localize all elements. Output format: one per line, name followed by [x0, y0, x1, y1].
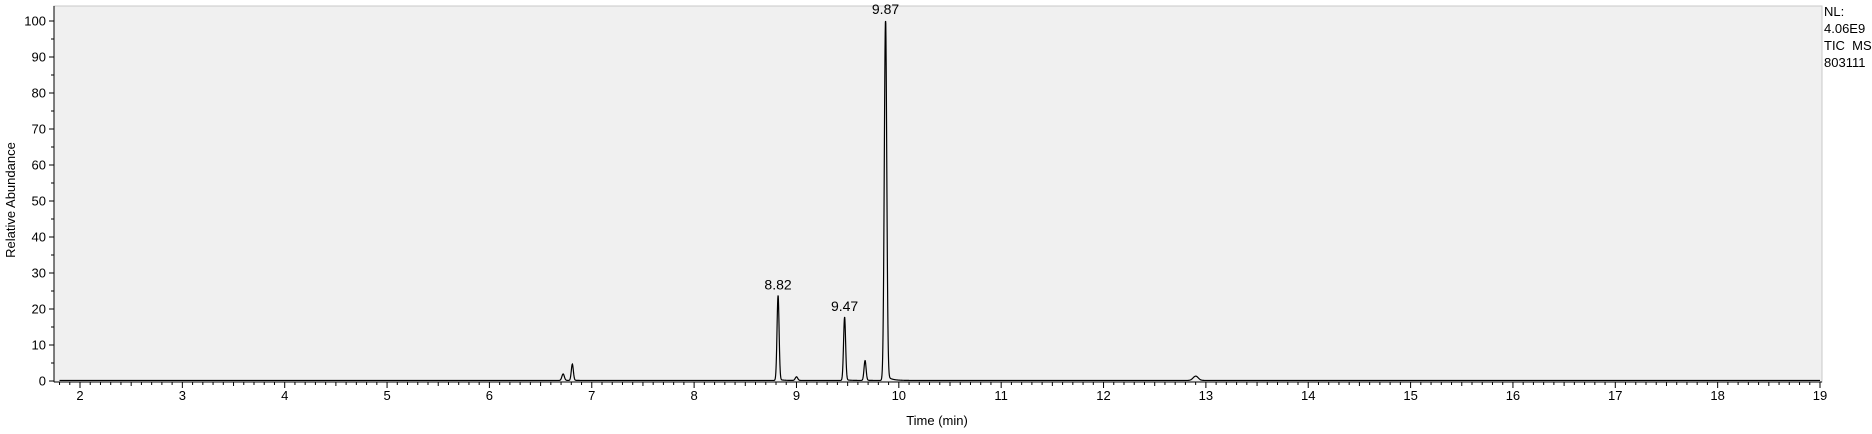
x-tick-label: 19 — [1813, 388, 1827, 403]
x-tick-label: 7 — [588, 388, 595, 403]
x-tick-label: 2 — [76, 388, 83, 403]
x-tick-label: 8 — [691, 388, 698, 403]
y-tick-label: 0 — [39, 374, 46, 389]
tic-trace-line — [59, 20, 1820, 382]
x-tick-label: 13 — [1199, 388, 1213, 403]
trace-type-label: TIC MS — [1824, 38, 1872, 53]
x-tick-label: 18 — [1710, 388, 1724, 403]
y-tick-label: 60 — [32, 158, 46, 173]
x-axis-title: Time (min) — [906, 413, 968, 428]
x-tick-label: 10 — [892, 388, 906, 403]
plot-area — [53, 5, 1823, 383]
y-tick-label: 40 — [32, 230, 46, 245]
x-tick-label: 11 — [994, 388, 1008, 403]
info-panel: NL: 4.06E9 TIC MS 803111 — [1824, 3, 1872, 71]
y-tick-label: 50 — [32, 194, 46, 209]
y-tick-label: 90 — [32, 50, 46, 65]
y-tick-label: 30 — [32, 266, 46, 281]
x-tick-label: 14 — [1301, 388, 1315, 403]
y-axis-ticks: 0 10 20 30 40 50 60 70 80 90 100 — [24, 14, 54, 389]
x-tick-label: 4 — [281, 388, 288, 403]
peak-label-8-82: 8.82 — [764, 276, 791, 292]
nl-label: NL: — [1824, 4, 1845, 19]
peak-label-9-47: 9.47 — [831, 298, 858, 314]
y-axis-title: Relative Abundance — [3, 142, 18, 258]
x-tick-label: 17 — [1608, 388, 1622, 403]
x-axis-ticks: 2 3 4 5 6 7 8 9 10 11 12 13 14 15 16 17 18 19 — [59, 382, 1827, 403]
y-tick-label: 80 — [32, 86, 46, 101]
nl-value: 4.06E9 — [1824, 21, 1866, 36]
x-tick-label: 9 — [793, 388, 800, 403]
peak-labels: 8.82 9.47 9.87 — [764, 1, 899, 314]
peak-label-9-87: 9.87 — [872, 1, 899, 17]
x-tick-label: 12 — [1096, 388, 1110, 403]
x-tick-label: 5 — [383, 388, 390, 403]
y-tick-label: 20 — [32, 302, 46, 317]
x-tick-label: 16 — [1506, 388, 1520, 403]
y-tick-label: 10 — [32, 338, 46, 353]
y-tick-label: 100 — [24, 14, 46, 29]
x-tick-label: 3 — [179, 388, 186, 403]
x-tick-label: 15 — [1403, 388, 1417, 403]
sample-id: 803111 — [1824, 55, 1866, 70]
x-tick-label: 6 — [486, 388, 493, 403]
y-tick-label: 70 — [32, 122, 46, 137]
